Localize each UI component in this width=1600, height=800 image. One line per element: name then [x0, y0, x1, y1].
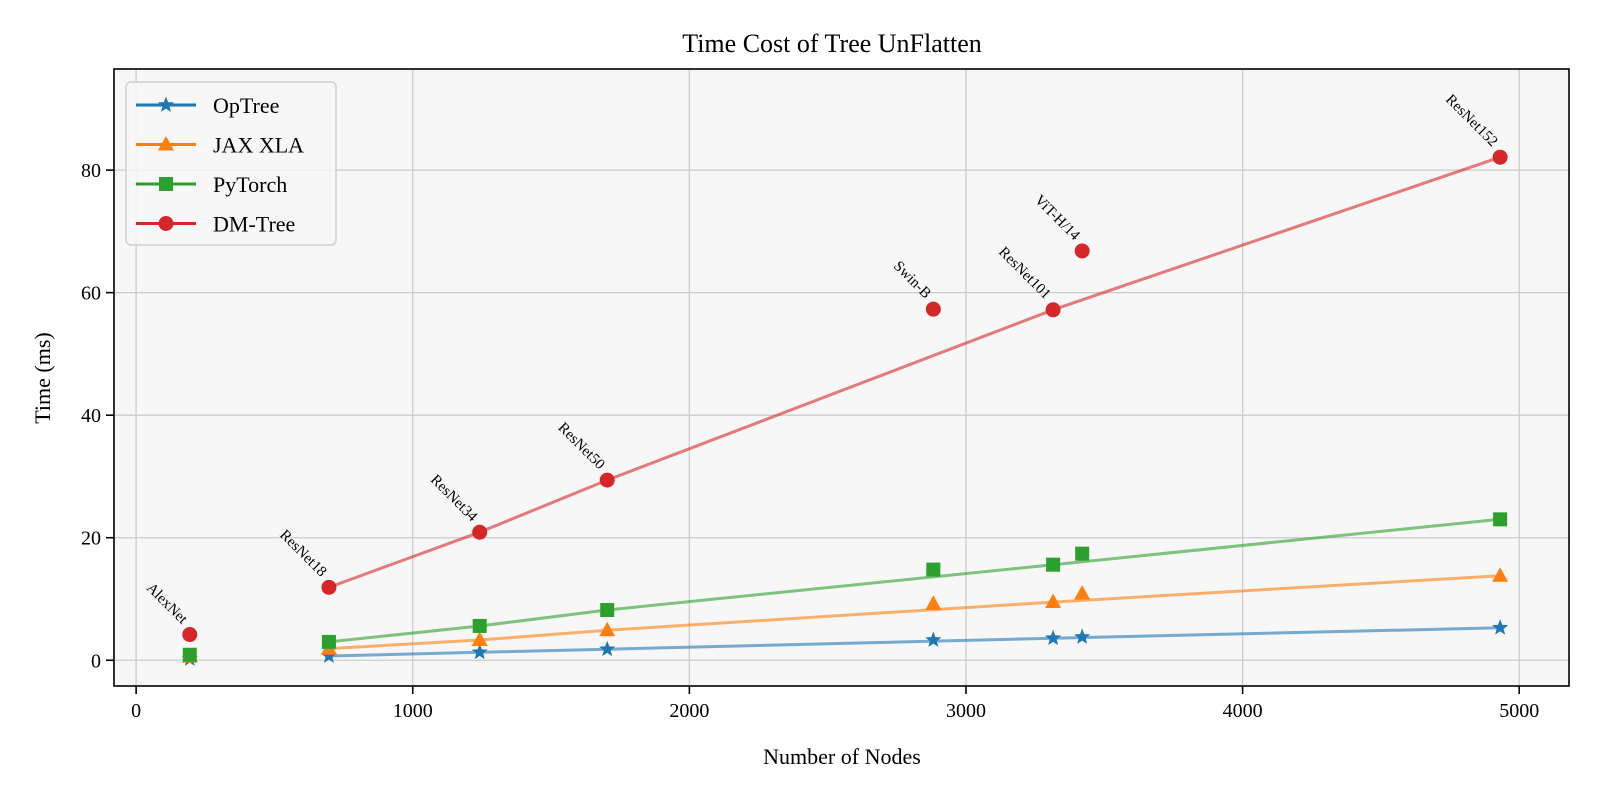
legend-triangle-icon — [158, 136, 174, 151]
y-tick-label: 80 — [81, 160, 101, 182]
x-tick-label: 3000 — [946, 700, 986, 722]
point-dm-tree — [1492, 149, 1508, 165]
point-jax-xla — [1492, 567, 1509, 582]
point-dm-tree — [1074, 243, 1090, 259]
legend-item-jax-xla: JAX XLA — [136, 133, 304, 158]
x-tick-label: 2000 — [669, 700, 709, 722]
legend: OpTree JAX XLA PyTorch DM-Tree — [125, 81, 337, 246]
point-pytorch — [321, 634, 336, 649]
gridlines — [114, 69, 1569, 686]
legend-square-icon — [159, 177, 173, 191]
axes-frame — [113, 68, 1570, 687]
legend-item-pytorch: PyTorch — [136, 172, 287, 197]
legend-label: OpTree — [213, 93, 279, 118]
point-pytorch — [182, 647, 197, 662]
point-jax-xla — [599, 621, 616, 637]
point-pytorch — [600, 603, 615, 618]
point-pytorch — [1046, 557, 1061, 572]
point-dm-tree — [1045, 302, 1061, 318]
point-optree — [599, 640, 616, 657]
point-pytorch — [1493, 512, 1508, 527]
y-tick-label: 40 — [81, 405, 101, 427]
point-dm-tree — [321, 579, 337, 595]
legend-label: JAX XLA — [213, 133, 304, 158]
point-dm-tree — [472, 524, 488, 540]
legend-star-icon — [157, 96, 175, 112]
legend-item-dm-tree: DM-Tree — [136, 212, 295, 237]
point-optree — [1074, 628, 1091, 644]
point-optree — [1492, 619, 1509, 635]
point-jax-xla — [471, 631, 488, 647]
chart-title: Time Cost of Tree UnFlatten — [682, 29, 982, 58]
plot-area — [114, 69, 1569, 686]
y-tick-label: 0 — [91, 650, 101, 672]
x-tick-label: 0 — [131, 700, 141, 722]
legend-label: PyTorch — [213, 172, 287, 197]
point-optree — [925, 631, 942, 647]
y-axis-label: Time (ms) — [30, 332, 55, 423]
point-optree — [471, 643, 488, 660]
point-optree — [1045, 629, 1062, 646]
y-tick-label: 20 — [81, 528, 101, 550]
legend-box — [125, 81, 337, 246]
point-jax-xla — [925, 595, 942, 610]
point-dm-tree — [182, 627, 198, 643]
y-axis-ticks: 0 20 40 60 80 — [81, 160, 114, 672]
x-axis-label: Number of Nodes — [763, 744, 921, 769]
legend-label: DM-Tree — [213, 212, 295, 237]
x-tick-label: 1000 — [393, 700, 433, 722]
point-jax-xla — [1074, 584, 1091, 600]
x-axis-ticks: 0 1000 2000 3000 4000 5000 — [131, 686, 1539, 722]
point-pytorch — [1075, 546, 1090, 561]
legend-item-optree: OpTree — [136, 93, 279, 118]
point-dm-tree — [599, 472, 615, 488]
point-dm-tree — [925, 301, 941, 317]
legend-circle-icon — [158, 216, 174, 231]
point-optree — [320, 647, 338, 663]
x-tick-label: 5000 — [1499, 700, 1539, 722]
point-pytorch — [926, 562, 941, 577]
point-jax-xla — [1045, 593, 1062, 609]
y-tick-label: 60 — [81, 283, 101, 305]
series-markers — [181, 149, 1509, 666]
x-tick-label: 4000 — [1223, 700, 1263, 722]
point-pytorch — [472, 618, 487, 633]
